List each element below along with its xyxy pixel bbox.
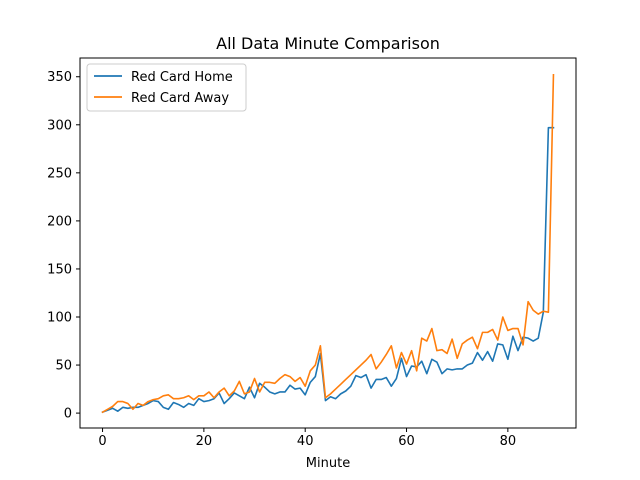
- x-tick-label: 0: [98, 434, 106, 449]
- y-tick-label: 150: [47, 262, 72, 277]
- legend: Red Card Home Red Card Away: [86, 63, 247, 112]
- y-tick-label: 100: [47, 311, 72, 326]
- x-axis-label: Minute: [306, 456, 350, 471]
- series-line-away: [101, 74, 555, 414]
- x-tick-label: 40: [297, 434, 314, 449]
- legend-label-away: Red Card Away: [131, 91, 229, 106]
- chart-title: All Data Minute Comparison: [216, 34, 440, 53]
- y-tick-label: 0: [64, 407, 72, 422]
- y-tick-label: 200: [47, 214, 72, 229]
- x-tick-label: 20: [196, 434, 213, 449]
- y-tick-label: 300: [47, 118, 72, 133]
- y-axis-ticks: 0 50 100 150 200 250 300 350: [47, 70, 80, 422]
- x-tick-label: 60: [398, 434, 415, 449]
- series-line-home: [101, 126, 555, 414]
- y-tick-label: 350: [47, 70, 72, 85]
- x-axis-ticks: 0 20 40 60 80: [98, 428, 516, 449]
- y-tick-label: 250: [47, 166, 72, 181]
- plot-frame: [79, 57, 577, 429]
- plot-area: [80, 58, 576, 428]
- series-layer: [101, 74, 555, 414]
- legend-box: [86, 63, 247, 112]
- legend-label-home: Red Card Home: [131, 70, 233, 85]
- x-tick-label: 80: [500, 434, 517, 449]
- y-tick-label: 50: [55, 359, 72, 374]
